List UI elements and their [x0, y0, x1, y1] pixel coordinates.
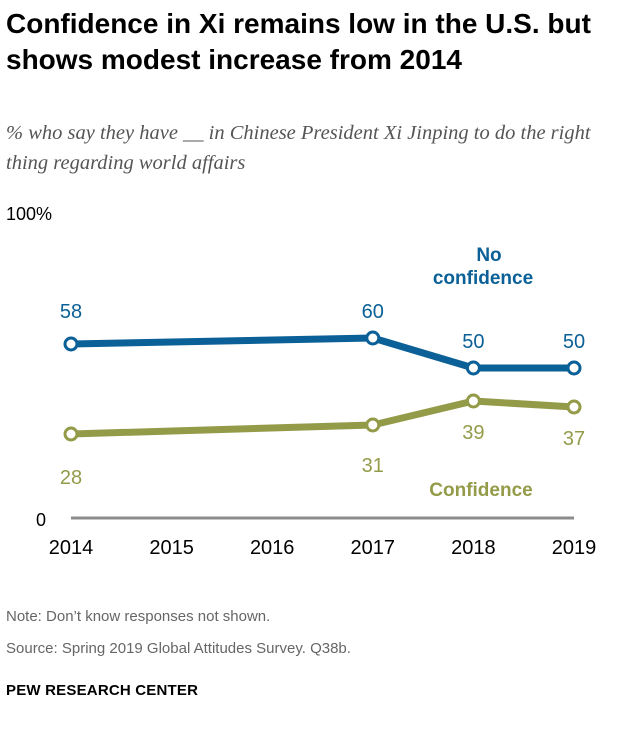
series-line-confidence [70, 397, 575, 438]
series-line-no-confidence [70, 334, 574, 372]
data-label: 37 [563, 428, 585, 450]
y-tick-label: 0 [36, 510, 46, 530]
series-label-no-confidence: No [476, 245, 501, 266]
source: Source: Spring 2019 Global Attitudes Sur… [6, 640, 351, 657]
chart-title: Confidence in Xi remains low in the U.S.… [6, 8, 591, 75]
data-point [566, 399, 582, 415]
x-tick-label: 2018 [451, 537, 496, 559]
data-label: 58 [60, 301, 82, 323]
brand-logo-text: PEW RESEARCH CENTER [6, 682, 199, 699]
note: Note: Don’t know responses not shown. [6, 608, 271, 625]
x-tick-label: 2016 [250, 537, 295, 559]
data-label: 28 [60, 467, 82, 489]
data-point [465, 360, 481, 376]
data-point [365, 330, 381, 346]
data-point [365, 417, 381, 433]
data-label: 60 [362, 301, 384, 323]
x-tick-label: 2019 [552, 537, 597, 559]
x-tick-label: 2017 [351, 537, 396, 559]
series-label-no-confidence: confidence [433, 268, 533, 289]
data-point [63, 426, 79, 442]
data-label: 50 [462, 331, 484, 353]
data-point [465, 393, 481, 409]
data-point [63, 336, 79, 352]
data-label: 39 [462, 422, 484, 444]
x-tick-label: 2015 [149, 537, 194, 559]
chart-subtitle: % who say they have __ in Chinese Presid… [6, 122, 591, 174]
x-tick-label: 2014 [49, 537, 94, 559]
series-label-confidence: Confidence [429, 480, 532, 501]
y-tick-label: 100% [6, 204, 52, 224]
data-label: 50 [563, 331, 585, 353]
data-point [566, 360, 582, 376]
data-label: 31 [362, 455, 384, 477]
